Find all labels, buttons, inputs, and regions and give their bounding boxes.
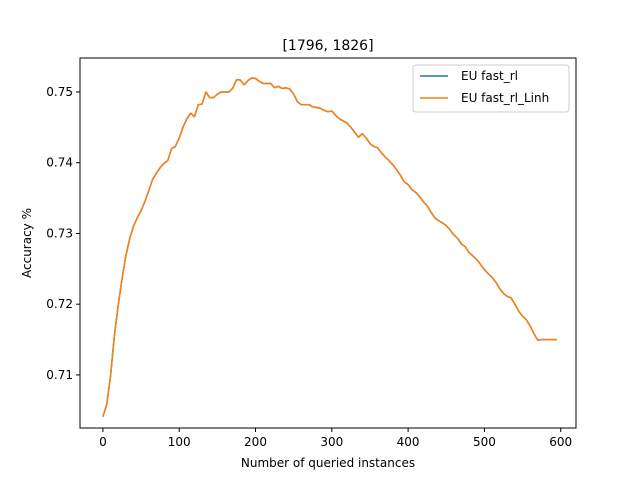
y-tick-label: 0.75 xyxy=(46,85,73,99)
x-axis-label: Number of queried instances xyxy=(241,456,415,470)
legend: EU fast_rl EU fast_rl_Linh xyxy=(412,64,570,113)
x-tick-label: 100 xyxy=(168,435,191,449)
x-tick-label: 400 xyxy=(397,435,420,449)
y-tick-label: 0.73 xyxy=(46,226,73,240)
plot-area-frame xyxy=(79,57,577,429)
legend-box xyxy=(412,64,570,113)
x-tick-label: 200 xyxy=(244,435,267,449)
series-line-eu-fast-rl-linh xyxy=(102,77,557,417)
y-tick-label: 0.72 xyxy=(46,297,73,311)
legend-label-eu-fast-rl: EU fast_rl xyxy=(461,69,518,83)
x-tick-label: 600 xyxy=(549,435,572,449)
x-tick-label: 500 xyxy=(473,435,496,449)
y-axis: 0.71 0.72 0.73 0.74 0.75 xyxy=(46,85,80,382)
y-tick-label: 0.71 xyxy=(46,368,73,382)
y-tick-label: 0.74 xyxy=(46,156,73,170)
x-tick-label: 300 xyxy=(320,435,343,449)
x-tick-label: 0 xyxy=(99,435,107,449)
chart-title: [1796, 1826] xyxy=(282,38,373,54)
series-layer xyxy=(102,77,557,417)
y-axis-label: Accuracy % xyxy=(20,208,34,278)
legend-label-eu-fast-rl-linh: EU fast_rl_Linh xyxy=(461,91,549,105)
x-axis: 0 100 200 300 400 500 600 xyxy=(99,428,572,449)
